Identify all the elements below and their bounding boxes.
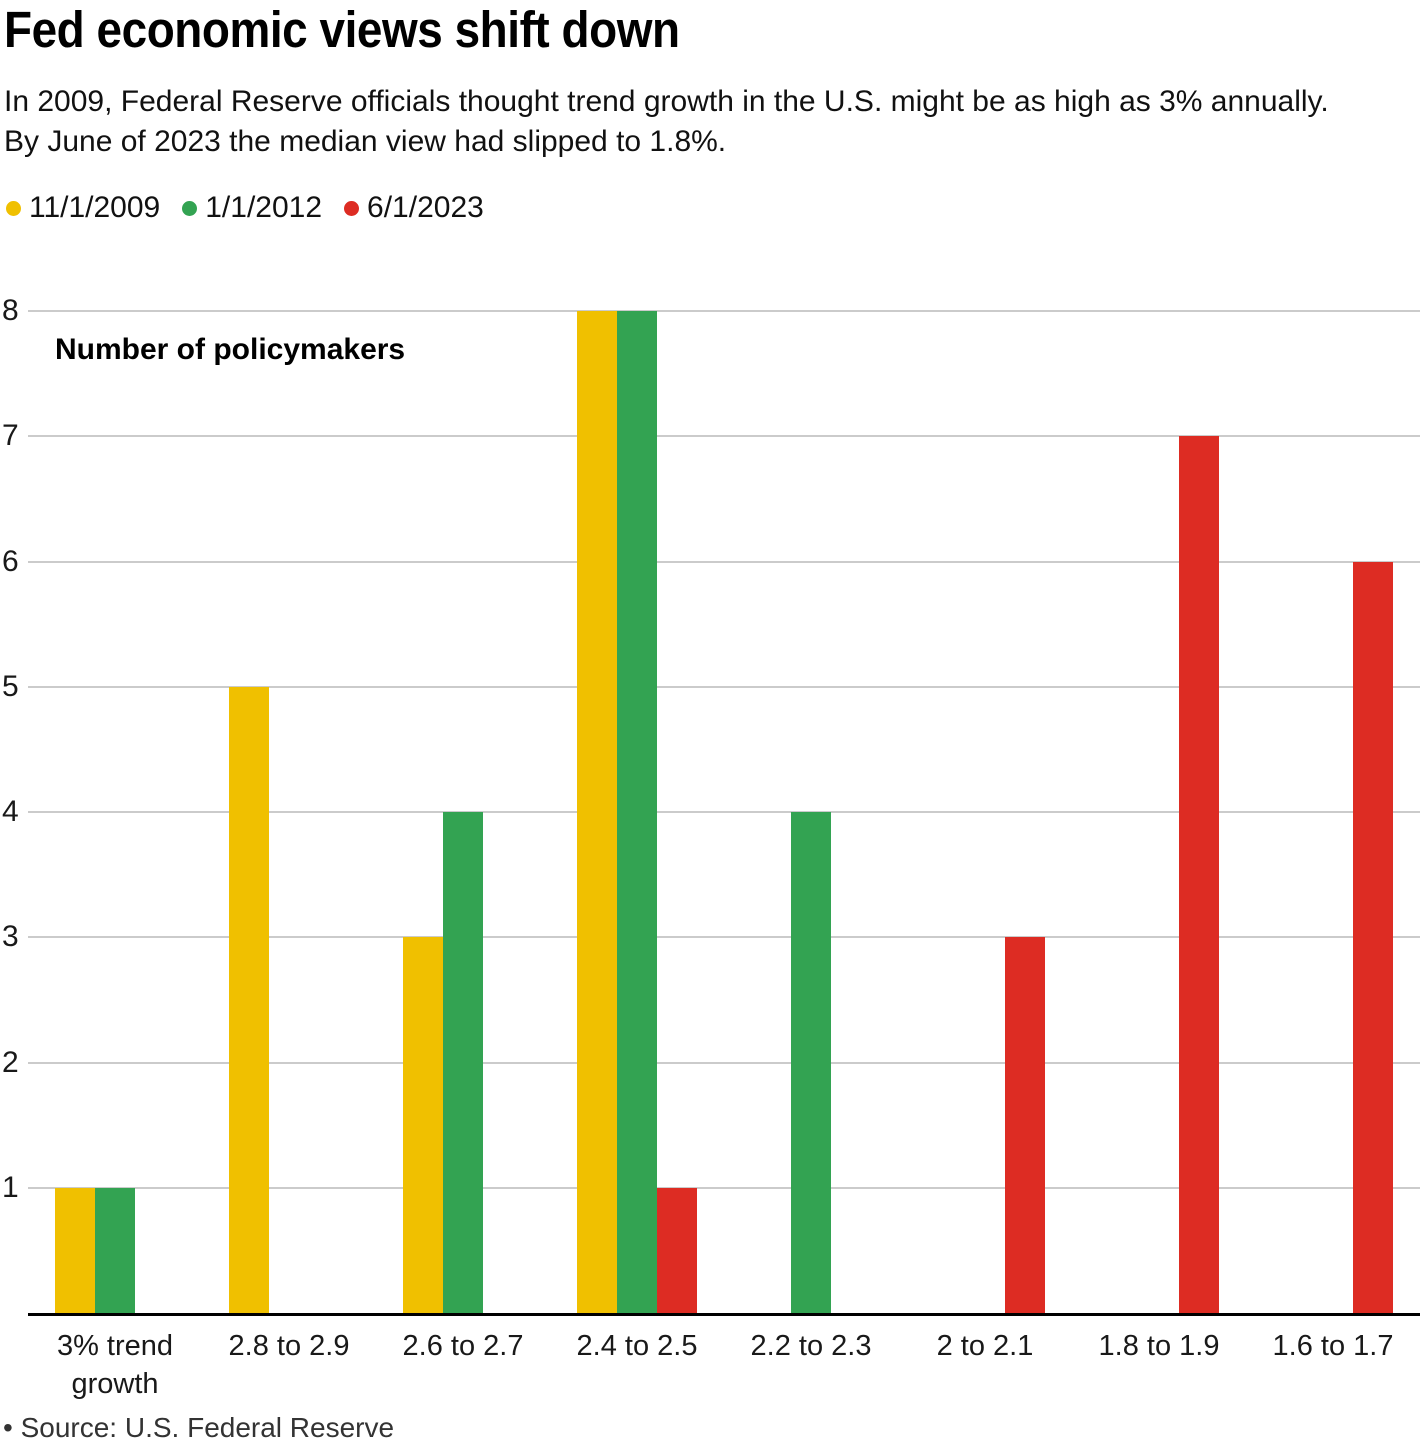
legend-item-label: 6/1/2023	[367, 191, 484, 224]
x-tick-label: 2.2 to 2.3	[750, 1330, 872, 1362]
x-tick-label: 2.4 to 2.5	[576, 1330, 698, 1362]
gridline	[28, 811, 1420, 813]
y-tick-label: 5	[2, 669, 19, 703]
y-tick-label: 3	[2, 920, 19, 954]
gridline	[28, 936, 1420, 939]
x-tick-label: 2.8 to 2.9	[228, 1330, 350, 1362]
x-axis-line	[28, 1313, 1420, 1316]
bar-1-1-2012-cat2	[443, 812, 483, 1313]
gridline	[28, 310, 1420, 312]
x-tick-label: 1.6 to 1.7	[1272, 1330, 1394, 1362]
legend-item-label: 11/1/2009	[29, 191, 161, 224]
bar-6-1-2023-cat7	[1353, 561, 1393, 1313]
legend-dot-icon	[182, 200, 198, 216]
y-axis-title: Number of policymakers	[55, 333, 406, 366]
source-note: • Source: U.S. Federal Reserve	[3, 1412, 395, 1443]
y-tick-label: 6	[2, 544, 19, 578]
x-tick-label: 2.6 to 2.7	[402, 1330, 524, 1362]
y-tick-label: 1	[2, 1170, 19, 1204]
bar-6-1-2023-cat3	[657, 1187, 697, 1313]
legend-item: 6/1/2023	[344, 192, 484, 224]
gridline	[28, 435, 1420, 438]
gridline	[28, 685, 1420, 688]
legend-item-label: 1/1/2012	[205, 191, 323, 224]
x-tick-label: 2 to 2.1	[936, 1330, 1034, 1362]
bar-6-1-2023-cat5	[1005, 937, 1045, 1313]
bar-11-1-2009-cat0	[55, 1187, 95, 1313]
chart-plot: Number of policymakers 1 2 3 4 5 6 7 8 3% trend …	[0, 294, 1420, 1400]
bar-11-1-2009-cat3	[577, 311, 617, 1313]
legend-dot-icon	[344, 200, 360, 216]
chart-subtitle: In 2009, Federal Reserve officials thoug…	[4, 85, 1329, 158]
legend-dot-icon	[6, 200, 21, 216]
gridline	[28, 1186, 1420, 1189]
y-tick-label: 4	[2, 795, 19, 828]
legend-item: 1/1/2012	[182, 192, 322, 224]
y-tick-label: 2	[2, 1045, 19, 1079]
x-tick-label: 1.8 to 1.9	[1098, 1330, 1220, 1362]
bar-11-1-2009-cat1	[229, 686, 269, 1313]
y-tick-label: 7	[2, 419, 19, 453]
bar-11-1-2009-cat2	[403, 937, 443, 1313]
gridline	[28, 1061, 1420, 1064]
y-tick-label: 8	[2, 294, 19, 327]
bar-6-1-2023-cat6	[1179, 436, 1219, 1313]
legend-item: 11/1/2009	[6, 192, 160, 224]
legend: 11/1/2009 1/1/2012 6/1/2023	[6, 192, 484, 224]
chart-title: Fed economic views shift down	[4, 1, 680, 58]
bar-1-1-2012-cat4	[791, 812, 831, 1313]
gridline	[28, 560, 1420, 563]
bar-1-1-2012-cat0	[95, 1187, 135, 1313]
bar-1-1-2012-cat3	[617, 311, 657, 1313]
x-tick-label: 3% trend growth	[56, 1330, 174, 1400]
